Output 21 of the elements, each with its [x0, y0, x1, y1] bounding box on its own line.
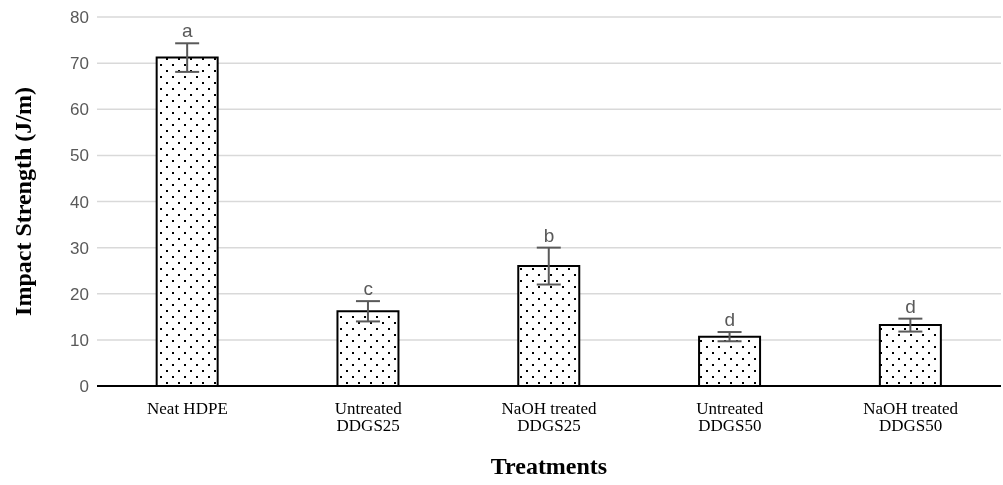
x-tick-label: Untreated DDGS50: [696, 399, 764, 436]
annotation: d: [724, 309, 736, 331]
y-tick-label: 30: [70, 238, 89, 258]
x-tick-label: Neat HDPE: [147, 399, 228, 419]
annotation: a: [182, 20, 194, 42]
y-tick-label: 40: [70, 192, 89, 212]
annotation: d: [905, 295, 916, 317]
x-tick-label: NaOH treated DDGS50: [863, 399, 959, 436]
x-tick-label: Untreated DDGS25: [334, 399, 403, 436]
y-tick-label: 70: [70, 54, 89, 74]
y-tick-label: 50: [70, 146, 89, 166]
y-tick-label: 80: [70, 8, 89, 28]
y-tick-label: 20: [70, 284, 89, 304]
y-tick-label: 10: [70, 330, 89, 350]
annotation: c: [363, 278, 373, 300]
x-axis-title: Treatments: [490, 453, 608, 479]
y-tick-label: 0: [79, 377, 89, 397]
annotation: b: [543, 224, 555, 246]
y-axis-title: Impact Strength (J/m): [9, 87, 36, 316]
x-tick-label: NaOH treated DDGS25: [501, 399, 597, 436]
y-tick-label: 60: [70, 100, 89, 120]
